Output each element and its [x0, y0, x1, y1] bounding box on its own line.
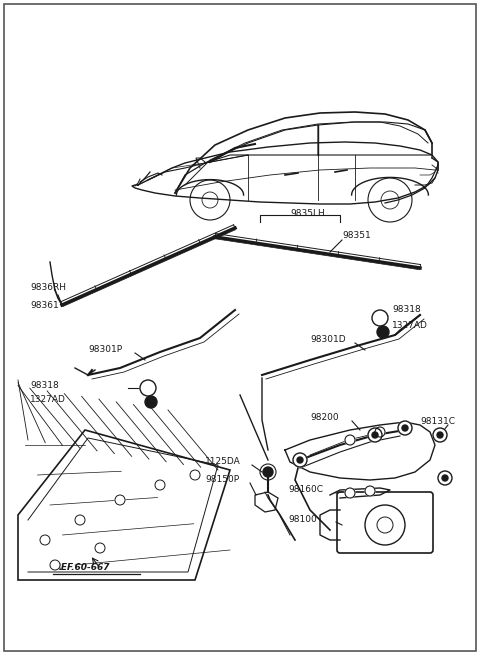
Circle shape: [345, 435, 355, 445]
Text: 98361: 98361: [30, 301, 59, 310]
Text: 98318: 98318: [392, 305, 421, 314]
Text: REF.60-667: REF.60-667: [55, 563, 110, 572]
Polygon shape: [18, 430, 230, 580]
Circle shape: [402, 425, 408, 431]
FancyBboxPatch shape: [337, 492, 433, 553]
Text: 98131C: 98131C: [420, 417, 455, 426]
Text: 98160C: 98160C: [288, 485, 323, 495]
Circle shape: [155, 480, 165, 490]
Circle shape: [398, 421, 412, 435]
Circle shape: [438, 471, 452, 485]
Text: 9836RH: 9836RH: [30, 284, 66, 293]
Circle shape: [263, 467, 273, 477]
Circle shape: [372, 432, 378, 438]
Circle shape: [145, 396, 157, 408]
Circle shape: [95, 543, 105, 553]
Circle shape: [442, 475, 448, 481]
Circle shape: [437, 432, 443, 438]
Text: 1327AD: 1327AD: [30, 396, 66, 405]
Circle shape: [297, 457, 303, 463]
Text: 98318: 98318: [30, 381, 59, 390]
Circle shape: [365, 486, 375, 496]
Circle shape: [345, 488, 355, 498]
Circle shape: [368, 428, 382, 442]
Circle shape: [377, 326, 389, 338]
Text: 1327AD: 1327AD: [392, 320, 428, 329]
Circle shape: [433, 428, 447, 442]
Circle shape: [293, 453, 307, 467]
Text: 98100: 98100: [288, 515, 317, 525]
Text: 98150P: 98150P: [205, 476, 239, 485]
Circle shape: [40, 535, 50, 545]
Circle shape: [50, 560, 60, 570]
Text: 98351: 98351: [342, 231, 371, 240]
Circle shape: [75, 515, 85, 525]
Circle shape: [140, 380, 156, 396]
Text: 98301D: 98301D: [310, 335, 346, 345]
Circle shape: [190, 470, 200, 480]
Circle shape: [375, 427, 385, 437]
Text: 1125DA: 1125DA: [205, 457, 241, 466]
Text: 98301P: 98301P: [88, 345, 122, 354]
Circle shape: [372, 310, 388, 326]
Circle shape: [115, 495, 125, 505]
Polygon shape: [255, 492, 278, 512]
Text: 98200: 98200: [310, 413, 338, 422]
Text: 9835LH: 9835LH: [290, 208, 325, 217]
